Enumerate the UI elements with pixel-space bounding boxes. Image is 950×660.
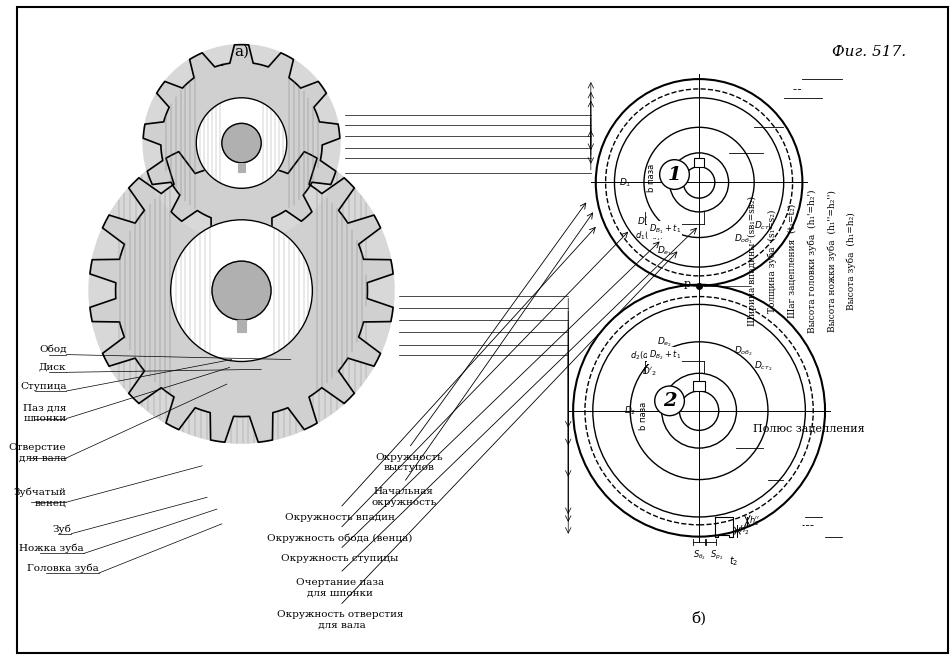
Text: Окружность отверстия
 для вала: Окружность отверстия для вала bbox=[276, 610, 403, 630]
Text: а): а) bbox=[234, 45, 249, 59]
Text: Ширина впадины  (sв₁=sв₂): Ширина впадины (sв₁=sв₂) bbox=[749, 196, 757, 326]
Text: Ножка зуба: Ножка зуба bbox=[19, 544, 85, 553]
Text: б): б) bbox=[692, 611, 707, 625]
Bar bbox=[694, 381, 705, 391]
Text: $D_{ст_1}$: $D_{ст_1}$ bbox=[753, 220, 772, 234]
Text: $D_{e_1}$: $D_{e_1}$ bbox=[657, 244, 673, 258]
Circle shape bbox=[89, 138, 394, 443]
Bar bbox=[237, 320, 246, 332]
Text: $D_{В_2}+t_1$: $D_{В_2}+t_1$ bbox=[649, 348, 681, 362]
Text: $D_{1}$: $D_{1}$ bbox=[619, 176, 632, 189]
Text: $D_{об_1}$: $D_{об_1}$ bbox=[733, 233, 753, 246]
Text: Отверстие
для вала: Отверстие для вала bbox=[9, 444, 66, 463]
Text: Диск: Диск bbox=[39, 363, 66, 372]
Text: $d_2(d_{a_2})$: $d_2(d_{a_2})$ bbox=[631, 350, 659, 364]
Polygon shape bbox=[90, 139, 393, 442]
Text: Головка зуба: Головка зуба bbox=[28, 564, 99, 573]
Text: Окружность впадин: Окружность впадин bbox=[285, 513, 395, 522]
Text: $h_2'$: $h_2'$ bbox=[739, 524, 750, 537]
Text: Начальная
окружность: Начальная окружность bbox=[371, 488, 436, 507]
Text: Окружность обода (венца): Окружность обода (венца) bbox=[267, 534, 412, 543]
Text: $d_1(d_{a_1})$: $d_1(d_{a_1})$ bbox=[636, 230, 664, 244]
Circle shape bbox=[212, 261, 271, 320]
Text: Обод: Обод bbox=[39, 345, 66, 354]
Text: Высота зуба  (h₁=h₂): Высота зуба (h₁=h₂) bbox=[846, 213, 856, 310]
Circle shape bbox=[171, 220, 313, 362]
Text: Зубчатый
венец: Зубчатый венец bbox=[13, 487, 67, 508]
Text: $D_{2}$: $D_{2}$ bbox=[624, 405, 636, 417]
Text: b паза: b паза bbox=[639, 401, 649, 430]
Polygon shape bbox=[143, 45, 340, 240]
Text: b паза: b паза bbox=[647, 164, 656, 191]
Text: $D_{e_2}$: $D_{e_2}$ bbox=[657, 335, 673, 348]
Text: $h_2''$: $h_2''$ bbox=[750, 514, 760, 527]
Text: p: p bbox=[684, 279, 692, 289]
Text: Ступица: Ступица bbox=[20, 381, 66, 391]
Text: Зуб: Зуб bbox=[52, 524, 71, 533]
Text: Шаг зацепления  (t₁=t₂): Шаг зацепления (t₁=t₂) bbox=[788, 204, 797, 318]
Text: Паз для
шпонки: Паз для шпонки bbox=[23, 404, 66, 423]
Text: Окружность ступицы: Окружность ступицы bbox=[281, 554, 399, 564]
Text: $D'_{1}$: $D'_{1}$ bbox=[637, 216, 653, 228]
Bar bbox=[694, 158, 704, 167]
Circle shape bbox=[197, 98, 287, 188]
Text: Высота головки зуба  (h₁'=h₂'): Высота головки зуба (h₁'=h₂') bbox=[808, 189, 817, 333]
Bar bbox=[238, 163, 245, 172]
Text: Высота ножки зуба  (h₁''=h₂''): Высота ножки зуба (h₁''=h₂'') bbox=[827, 190, 837, 332]
Text: Очертание паза
для шпонки: Очертание паза для шпонки bbox=[295, 578, 384, 597]
Text: $D_{В_1}+t_1$: $D_{В_1}+t_1$ bbox=[649, 223, 681, 236]
Circle shape bbox=[143, 45, 340, 242]
Text: $S_{б_2}$: $S_{б_2}$ bbox=[693, 548, 706, 562]
Text: Фиг. 517.: Фиг. 517. bbox=[832, 45, 906, 59]
Text: 1: 1 bbox=[668, 166, 681, 183]
Text: $D_{ст_2}$: $D_{ст_2}$ bbox=[754, 360, 772, 373]
Text: Полюс зацепления: Полюс зацепления bbox=[753, 424, 864, 434]
Text: $D'_{2}$: $D'_{2}$ bbox=[642, 365, 657, 378]
Text: $t_{2}$: $t_{2}$ bbox=[729, 554, 738, 568]
Text: $D_{об_2}$: $D_{об_2}$ bbox=[733, 345, 752, 358]
Text: Окружность
выступов: Окружность выступов bbox=[375, 453, 443, 473]
Text: 2: 2 bbox=[663, 392, 676, 410]
Text: $S_{р_2}$: $S_{р_2}$ bbox=[711, 548, 723, 562]
Text: Толщина зуба  (s₁=s₂): Толщина зуба (s₁=s₂) bbox=[768, 209, 777, 313]
Circle shape bbox=[222, 123, 261, 163]
